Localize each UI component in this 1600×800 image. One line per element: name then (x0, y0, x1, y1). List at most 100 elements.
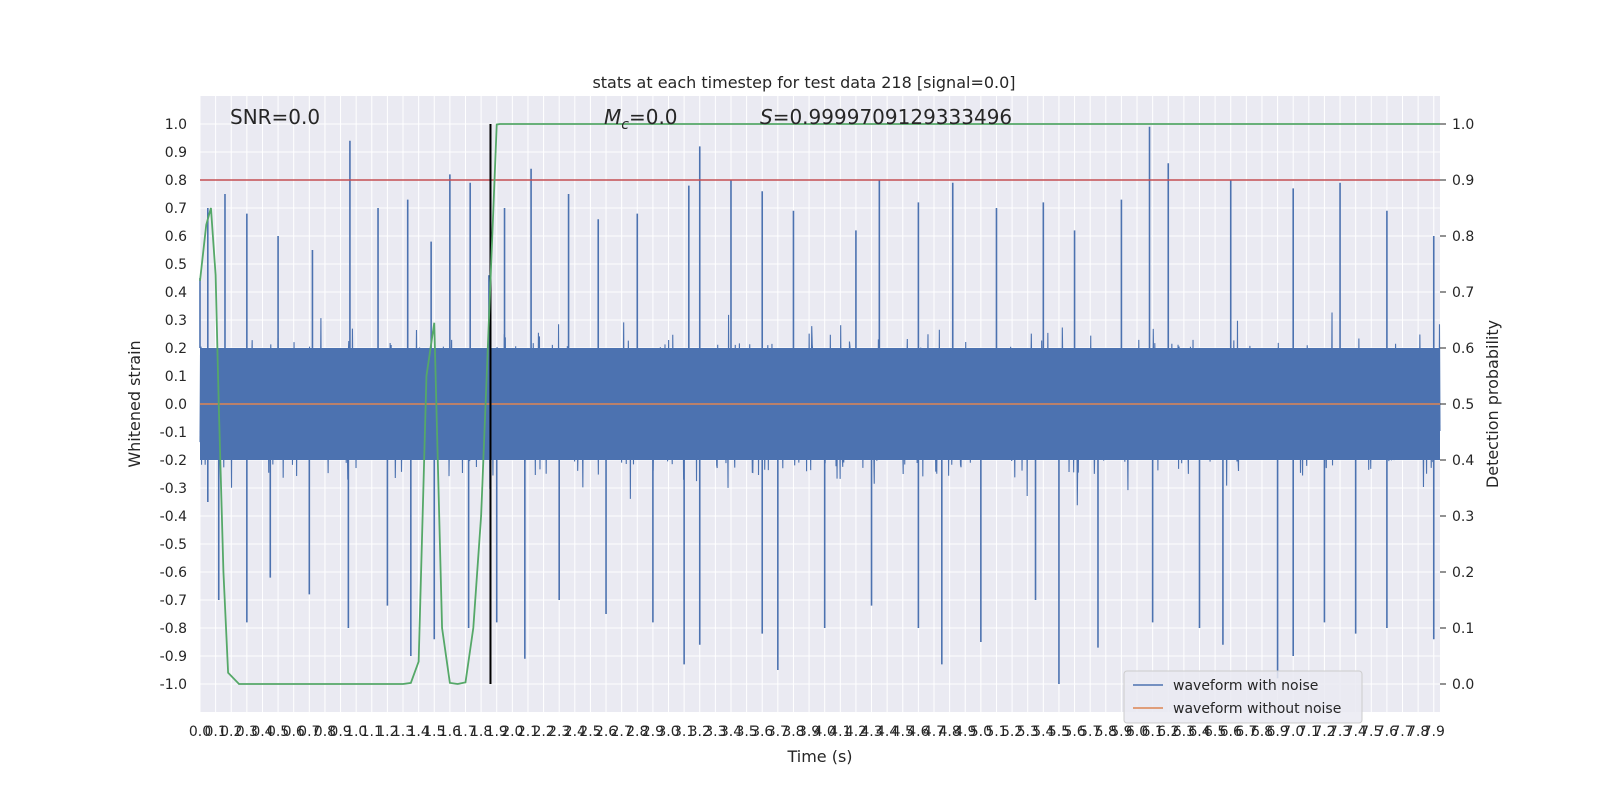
x-tick-label: 6.4 (1188, 724, 1210, 740)
x-tick-label: 2.7 (611, 724, 633, 740)
x-tick-label: 2.8 (626, 724, 648, 740)
x-tick-label: 7.0 (1282, 724, 1304, 740)
y-tick-label: -0.6 (160, 565, 187, 581)
x-tick-label: 0.3 (236, 724, 258, 740)
y-tick-label: 0.7 (165, 201, 187, 217)
x-tick-label: 1.5 (423, 724, 445, 740)
x-axis-label: Time (s) (786, 747, 852, 766)
x-tick-label: 6.5 (1204, 724, 1226, 740)
y-tick-label: 0.8 (165, 173, 187, 189)
y-right-tick-label: 0.6 (1452, 341, 1474, 357)
y-tick-label: -0.9 (160, 649, 187, 665)
x-tick-label: 2.3 (548, 724, 570, 740)
x-tick-label: 6.3 (1173, 724, 1195, 740)
x-tick-label: 3.6 (751, 724, 773, 740)
x-tick-label: 1.3 (392, 724, 414, 740)
y-right-tick-label: 0.1 (1452, 621, 1474, 637)
x-tick-label: 7.5 (1360, 724, 1382, 740)
x-tick-label: 6.6 (1220, 724, 1242, 740)
x-tick-label: 4.8 (938, 724, 960, 740)
y-tick-label: 0.6 (165, 229, 187, 245)
x-tick-label: 3.8 (782, 724, 804, 740)
y-right-tick-label: 0.3 (1452, 509, 1474, 525)
y-right-tick-label: 0.4 (1452, 453, 1474, 469)
x-tick-label: 4.9 (954, 724, 976, 740)
x-tick-label: 0.4 (251, 724, 273, 740)
x-tick-label: 0.6 (283, 724, 305, 740)
x-tick-label: 3.2 (689, 724, 711, 740)
x-tick-label: 7.6 (1376, 724, 1398, 740)
y-right-tick-label: 0.8 (1452, 229, 1474, 245)
legend-label-noise: waveform with noise (1173, 678, 1318, 694)
y-tick-label: -0.1 (160, 425, 187, 441)
x-tick-label: 5.4 (1032, 724, 1054, 740)
y-tick-label: -1.0 (160, 677, 187, 693)
chirp-mass-symbol: M (604, 105, 621, 129)
y-tick-label: -0.2 (160, 453, 187, 469)
y-right-tick-label: 1.0 (1452, 117, 1474, 133)
y-tick-label: -0.3 (160, 481, 187, 497)
x-tick-label: 5.8 (1095, 724, 1117, 740)
x-tick-label: 1.0 (345, 724, 367, 740)
detection-probability-line (199, 123, 1440, 685)
x-tick-label: 2.5 (579, 724, 601, 740)
legend: waveform with noise waveform without noi… (1123, 670, 1363, 724)
x-tick-label: 2.6 (595, 724, 617, 740)
x-tick-label: 6.8 (1251, 724, 1273, 740)
y-tick-label: 0.4 (165, 285, 187, 301)
x-tick-label: 5.6 (1063, 724, 1085, 740)
chirp-mass-subscript: c (621, 117, 629, 133)
axis-ticks: 0.00.10.20.30.40.50.60.70.80.91.01.11.21… (160, 117, 1475, 740)
x-tick-label: 1.6 (439, 724, 461, 740)
y-tick-label: 0.3 (165, 313, 187, 329)
x-tick-label: 5.9 (1110, 724, 1132, 740)
x-tick-label: 2.0 (501, 724, 523, 740)
y-tick-label: -0.7 (160, 593, 187, 609)
x-tick-label: 1.8 (470, 724, 492, 740)
x-tick-label: 7.7 (1391, 724, 1413, 740)
x-tick-label: 7.2 (1313, 724, 1335, 740)
x-tick-label: 1.2 (376, 724, 398, 740)
x-tick-label: 3.7 (767, 724, 789, 740)
x-tick-label: 3.4 (720, 724, 742, 740)
x-tick-label: 0.2 (220, 724, 242, 740)
x-tick-label: 4.4 (876, 724, 898, 740)
x-tick-label: 1.7 (454, 724, 476, 740)
y-right-tick-label: 0.7 (1452, 285, 1474, 301)
y-tick-label: -0.8 (160, 621, 187, 637)
x-tick-label: 3.5 (735, 724, 757, 740)
x-tick-label: 2.4 (564, 724, 586, 740)
score-annotation: S=0.9999709129333496 (760, 105, 1012, 129)
x-tick-label: 5.1 (985, 724, 1007, 740)
x-tick-label: 1.9 (486, 724, 508, 740)
x-tick-label: 4.1 (829, 724, 851, 740)
x-tick-label: 0.1 (204, 724, 226, 740)
x-tick-label: 7.9 (1423, 724, 1445, 740)
y-tick-label: 0.1 (165, 369, 187, 385)
x-tick-label: 7.1 (1298, 724, 1320, 740)
y-right-tick-label: 0.0 (1452, 677, 1474, 693)
x-tick-label: 4.2 (845, 724, 867, 740)
overlay-lines (199, 123, 1440, 685)
x-tick-label: 4.5 (892, 724, 914, 740)
x-tick-label: 2.2 (532, 724, 554, 740)
x-tick-label: 5.2 (1001, 724, 1023, 740)
x-tick-label: 5.3 (1017, 724, 1039, 740)
x-tick-label: 5.5 (1048, 724, 1070, 740)
x-tick-label: 7.3 (1329, 724, 1351, 740)
x-tick-label: 3.3 (704, 724, 726, 740)
x-tick-label: 0.7 (298, 724, 320, 740)
score-symbol: S (760, 105, 773, 129)
y-tick-label: -0.4 (160, 509, 187, 525)
x-tick-label: 3.1 (673, 724, 695, 740)
x-tick-label: 6.2 (1157, 724, 1179, 740)
x-tick-label: 6.1 (1142, 724, 1164, 740)
y-tick-label: -0.5 (160, 537, 187, 553)
snr-annotation: SNR=0.0 (230, 105, 320, 129)
y-tick-label: 0.5 (165, 257, 187, 273)
x-tick-label: 3.0 (657, 724, 679, 740)
x-tick-label: 7.4 (1345, 724, 1367, 740)
score-value: =0.9999709129333496 (773, 105, 1012, 129)
legend-box (1123, 670, 1363, 724)
